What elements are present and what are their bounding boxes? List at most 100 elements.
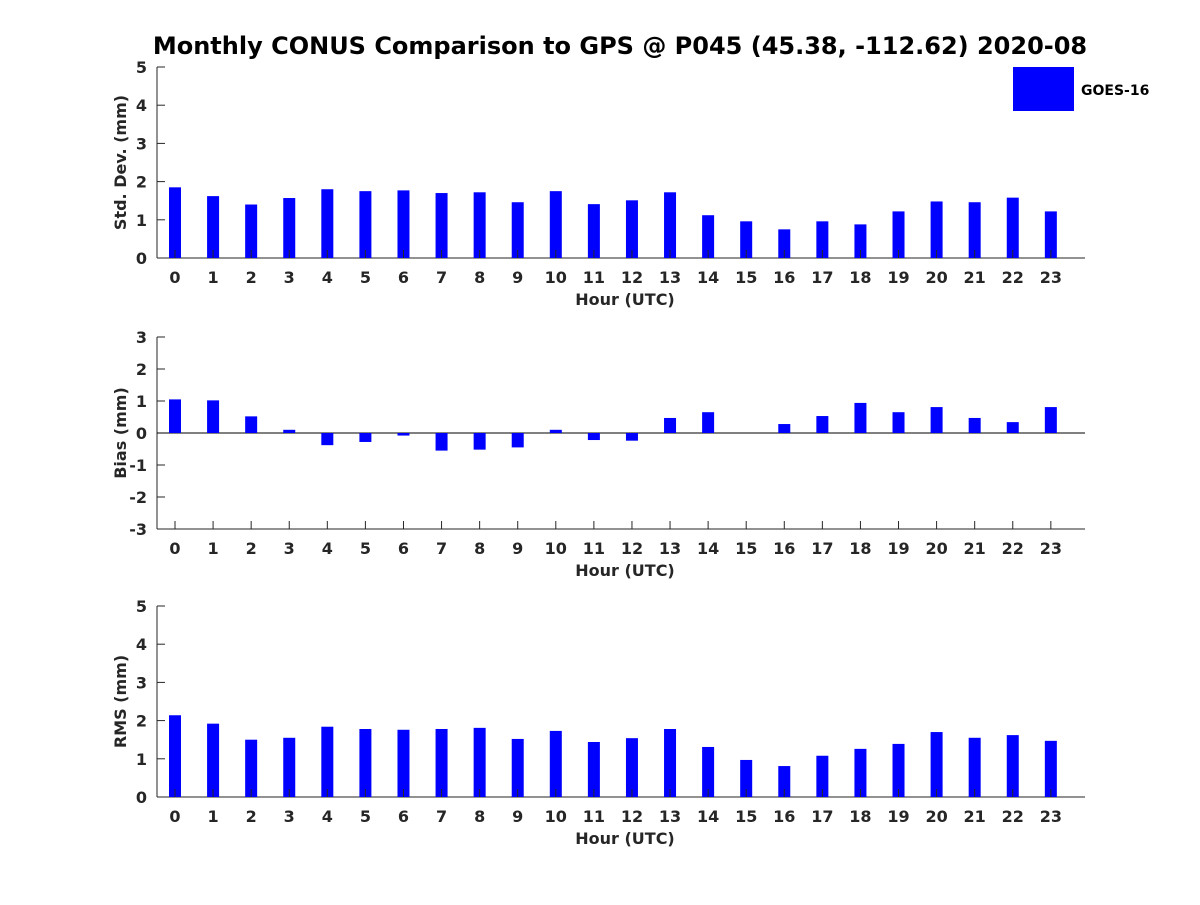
- rms-bar-hour-4: [321, 726, 334, 797]
- bias-bar-hour-16: [778, 424, 791, 433]
- rms-x-tick-label: 15: [735, 807, 757, 826]
- bias-x-tick-label: 5: [360, 539, 371, 558]
- rms-x-axis-label: Hour (UTC): [575, 829, 675, 848]
- rms-y-tick-label: 3: [136, 673, 147, 692]
- rms-x-tick-label: 2: [246, 807, 257, 826]
- bias-y-tick-label: -3: [129, 520, 147, 539]
- std-dev-x-tick-label: 5: [360, 268, 371, 287]
- rms-x-tick-label: 9: [512, 807, 523, 826]
- rms-x-tick-label: 23: [1040, 807, 1062, 826]
- std-dev-x-tick-label: 2: [246, 268, 257, 287]
- rms-bar-hour-2: [245, 739, 258, 797]
- std-dev-bar-hour-7: [435, 193, 448, 258]
- rms-bar-hour-21: [968, 737, 981, 797]
- rms-bar-hour-6: [397, 729, 410, 797]
- std-dev-bar-hour-10: [549, 191, 562, 258]
- std-dev-x-tick-label: 14: [697, 268, 719, 287]
- rms-bar-hour-16: [778, 766, 791, 797]
- rms-x-tick-label: 18: [849, 807, 871, 826]
- std-dev-bar-hour-4: [321, 189, 334, 258]
- std-dev-bar-hour-13: [664, 192, 677, 258]
- rms-bar-hour-20: [930, 732, 943, 797]
- std-dev-x-axis-label: Hour (UTC): [575, 290, 675, 309]
- std-dev-bar-hour-5: [359, 191, 372, 258]
- std-dev-y-tick-label: 5: [136, 58, 147, 77]
- bias-bar-hour-9: [511, 433, 524, 448]
- bias-bar-hour-5: [359, 433, 372, 442]
- rms-x-tick-label: 1: [208, 807, 219, 826]
- std-dev-bar-hour-9: [511, 202, 524, 258]
- std-dev-x-tick-label: 1: [208, 268, 219, 287]
- rms-x-tick-label: 12: [621, 807, 643, 826]
- std-dev-x-tick-label: 23: [1040, 268, 1062, 287]
- bias-x-tick-label: 10: [545, 539, 567, 558]
- std-dev-y-tick-label: 0: [136, 249, 147, 268]
- bias-bar-hour-21: [968, 417, 981, 433]
- bias-x-tick-label: 7: [436, 539, 447, 558]
- bias-bar-hour-14: [702, 412, 715, 433]
- rms-x-tick-label: 21: [964, 807, 986, 826]
- bias-bar-hour-3: [283, 429, 296, 433]
- std-dev-y-axis-label: Std. Dev. (mm): [111, 95, 130, 230]
- bias-y-tick-label: 2: [136, 360, 147, 379]
- bias-bar-hour-1: [207, 400, 220, 433]
- bias-x-tick-label: 20: [925, 539, 947, 558]
- rms-y-tick-label: 4: [136, 635, 147, 654]
- rms-x-tick-label: 4: [322, 807, 333, 826]
- legend-swatch: [1013, 67, 1074, 111]
- std-dev-x-tick-label: 9: [512, 268, 523, 287]
- std-dev-bar-hour-20: [930, 201, 943, 258]
- std-dev-y-tick-label: 3: [136, 134, 147, 153]
- std-dev-x-tick-label: 0: [169, 268, 180, 287]
- bias-x-tick-label: 12: [621, 539, 643, 558]
- std-dev-x-tick-label: 21: [964, 268, 986, 287]
- rms-x-tick-label: 22: [1002, 807, 1024, 826]
- rms-x-tick-label: 7: [436, 807, 447, 826]
- bias-x-tick-label: 21: [964, 539, 986, 558]
- bias-x-tick-label: 3: [284, 539, 295, 558]
- bias-y-tick-label: 1: [136, 392, 147, 411]
- rms-bar-hour-11: [587, 741, 600, 797]
- bias-bar-hour-13: [664, 417, 677, 433]
- bias-bar-hour-12: [625, 433, 638, 441]
- std-dev-y-tick-label: 1: [136, 211, 147, 230]
- std-dev-bar-hour-2: [245, 204, 258, 258]
- rms-x-tick-label: 19: [887, 807, 909, 826]
- std-dev-x-tick-label: 10: [545, 268, 567, 287]
- std-dev-x-tick-label: 22: [1002, 268, 1024, 287]
- rms-x-tick-label: 17: [811, 807, 833, 826]
- bias-bar-hour-22: [1006, 422, 1019, 433]
- rms-x-tick-label: 13: [659, 807, 681, 826]
- rms-bar-hour-0: [169, 715, 181, 797]
- rms-bar-hour-14: [702, 746, 715, 797]
- bias-x-tick-label: 23: [1040, 539, 1062, 558]
- rms-x-tick-label: 3: [284, 807, 295, 826]
- rms-bar-hour-23: [1044, 740, 1057, 797]
- rms-bar-hour-12: [625, 738, 638, 797]
- std-dev-bar-hour-18: [854, 224, 867, 258]
- bias-x-tick-label: 9: [512, 539, 523, 558]
- bias-bar-hour-4: [321, 433, 334, 446]
- bias-bar-hour-17: [816, 416, 829, 433]
- std-dev-bar-hour-8: [473, 192, 486, 258]
- bias-y-axis-label: Bias (mm): [111, 387, 130, 479]
- bias-bar-hour-19: [892, 412, 905, 433]
- bias-x-tick-label: 1: [208, 539, 219, 558]
- std-dev-x-tick-label: 18: [849, 268, 871, 287]
- std-dev-x-tick-label: 19: [887, 268, 909, 287]
- bias-y-tick-label: -2: [129, 488, 147, 507]
- bias-bar-hour-10: [549, 429, 562, 433]
- rms-x-tick-label: 11: [583, 807, 605, 826]
- rms-bar-hour-19: [892, 743, 905, 797]
- rms-y-tick-label: 5: [136, 597, 147, 616]
- legend-label: GOES-16: [1081, 83, 1149, 99]
- rms-bar-hour-15: [740, 759, 753, 797]
- bias-x-tick-label: 22: [1002, 539, 1024, 558]
- rms-bar-hour-5: [359, 729, 372, 797]
- legend: GOES-16: [1013, 67, 1149, 111]
- std-dev-bar-hour-11: [587, 204, 600, 258]
